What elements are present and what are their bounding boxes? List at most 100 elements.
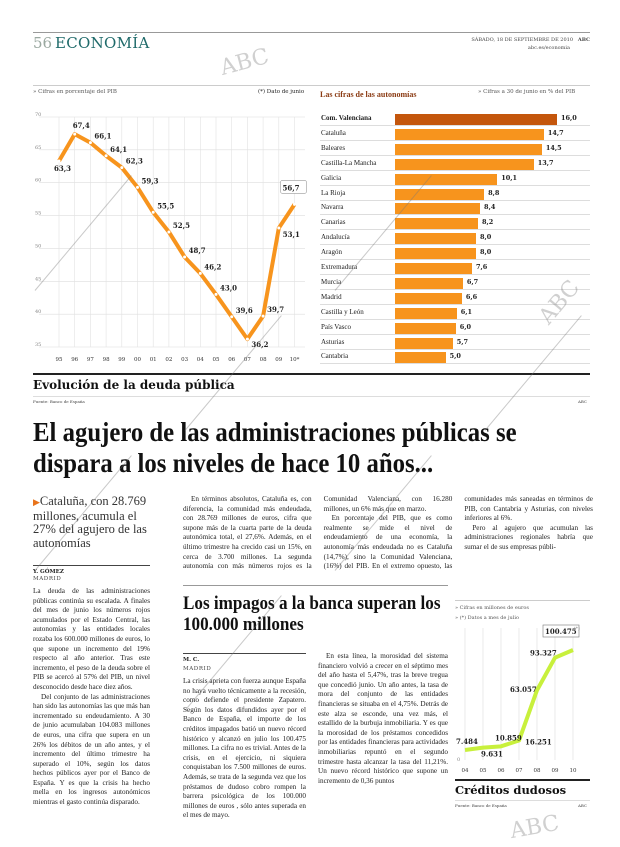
- y-tick-label: 55: [35, 211, 41, 217]
- bar-row: País Vasco 6,0: [320, 320, 590, 335]
- bar-row: Extremadura 7,6: [320, 260, 590, 275]
- x-tick-label: 06: [228, 357, 235, 363]
- bar-value: 8,4: [484, 203, 496, 212]
- data-point: [73, 132, 77, 136]
- y-tick-label: 35: [35, 342, 41, 348]
- y-tick-label: 0: [457, 757, 460, 763]
- data-label: 63,3: [54, 164, 71, 173]
- paragraph: Pero al agujero que acumulan las adminis…: [464, 523, 593, 551]
- data-label: 16.251: [525, 738, 552, 747]
- bar-value: 5,0: [449, 352, 461, 361]
- article1-col1: La deuda de las administraciones pública…: [33, 587, 150, 808]
- bar-row: Madrid 6,6: [320, 290, 590, 305]
- bar-value: 14,7: [547, 128, 564, 137]
- subhead-text: Cataluña, con 28.769 millones, acumula e…: [33, 494, 147, 550]
- bar-label: Murcia: [321, 277, 342, 286]
- data-label: 62,3: [126, 157, 143, 166]
- bar: [395, 233, 476, 245]
- debt-line-chart: 70 65 60 55 50 45 40 35 95 96 97 98 99 00 01 02 03 04 05 06…: [35, 112, 307, 363]
- credit-line: [464, 648, 574, 752]
- bar: [395, 248, 476, 260]
- bar-row: Aragón 8,0: [320, 245, 590, 261]
- paragraph: Del conjunto de las administraciones han…: [33, 692, 150, 807]
- data-point: [245, 337, 249, 341]
- data-point: [277, 226, 281, 230]
- credit-chart-title: Créditos dudosos: [455, 783, 567, 797]
- bar-value: 6,1: [460, 307, 473, 316]
- bar-value: 7,6: [475, 263, 488, 271]
- data-point: [198, 271, 202, 275]
- bar-value: 8,0: [480, 248, 492, 257]
- bar-label: Extremadura: [321, 263, 358, 271]
- bar: [395, 128, 544, 140]
- debt-chart-subtitle: » Cifras en porcentaje del PIB: [33, 89, 117, 95]
- bar: [395, 173, 498, 185]
- bar-value: 8,0: [480, 233, 492, 242]
- data-label: 39,7: [267, 305, 284, 314]
- x-tick-label: 97: [87, 357, 94, 363]
- y-tick-label: 60: [35, 178, 41, 184]
- x-tick-label: 07: [516, 768, 523, 774]
- x-tick-label: 05: [213, 357, 220, 363]
- x-tick-label: 98: [103, 357, 110, 363]
- data-point: [120, 166, 124, 170]
- section-title: ECONOMÍA: [55, 34, 150, 52]
- bar-label: Cantabria: [321, 352, 349, 361]
- watermark-logo: ABC: [217, 44, 272, 81]
- credit-chart-source: Fuente: Banco de España: [455, 803, 507, 808]
- credit-note-units: » Cifras en millones de euros: [455, 605, 529, 611]
- article2-col2: En esta línea, la morosidad del sistema …: [318, 652, 448, 842]
- bar: [395, 322, 456, 334]
- web-link[interactable]: abc.es/economia: [527, 45, 570, 51]
- debt-chart-note: (*) Dato de junio: [258, 89, 305, 95]
- footnote-marker: (*): [574, 625, 580, 632]
- bar-label: Andalucía: [321, 233, 350, 242]
- debt-chart-source: Fuente: Banco de España: [33, 399, 85, 404]
- x-tick-label: 10: [570, 768, 577, 774]
- x-tick-label: 08: [260, 357, 267, 363]
- data-point: [293, 202, 296, 206]
- data-label: 67,4: [73, 121, 90, 130]
- data-point: [230, 315, 234, 319]
- dateline: MADRID: [183, 666, 212, 672]
- value-callout-box: [542, 624, 580, 638]
- bar-row: Asturias 5,7: [320, 335, 590, 350]
- article1-cols: En términos absolutos, Cataluña es, con …: [183, 495, 593, 582]
- bar-row: Murcia 6,7: [320, 275, 590, 290]
- paragraph: La crisis aprieta con fuerza aunque Espa…: [183, 677, 306, 820]
- bar-label: Asturias: [321, 337, 345, 346]
- bar-label: Aragón: [321, 248, 342, 257]
- bar: [395, 203, 481, 215]
- x-tick-label: 96: [71, 357, 78, 363]
- x-tick-label: 09: [552, 768, 559, 774]
- data-label: 93.327: [530, 649, 557, 658]
- bar-value: 6,0: [459, 322, 472, 331]
- bar: [395, 263, 472, 274]
- bar: [395, 188, 485, 200]
- data-label: 63.057: [510, 685, 537, 694]
- chart-brand: ABC: [578, 399, 587, 404]
- paragraph: La deuda de las administraciones pública…: [33, 587, 150, 691]
- data-label: 43,0: [220, 283, 237, 292]
- bar: [395, 158, 534, 170]
- page-number: 56: [33, 34, 53, 52]
- watermark-logo: ABC: [508, 810, 562, 845]
- regions-chart-subtitle: » Cifras a 30 de junio en % del PIB: [478, 89, 576, 95]
- data-point: [136, 185, 139, 189]
- bar-label: Madrid: [321, 292, 342, 301]
- y-tick-label: 70: [35, 112, 41, 118]
- brand: ABC: [577, 37, 590, 43]
- bar-row: Galicia 10,1: [320, 171, 590, 186]
- y-tick-label: 50: [35, 243, 41, 249]
- bar-value: 13,7: [537, 158, 554, 167]
- y-tick-label: 45: [35, 276, 41, 282]
- bar-row: Andalucía 8,0: [320, 230, 590, 246]
- data-point: [88, 141, 92, 145]
- data-label: 36,2: [251, 340, 268, 349]
- article2-col1: La crisis aprieta con fuerza aunque Espa…: [183, 677, 306, 831]
- data-point: [57, 159, 61, 163]
- data-label: 9.631: [481, 750, 503, 759]
- issue-date: SÁBADO, 18 DE SEPTIEMBRE DE 2010 ABC abc…: [470, 36, 590, 52]
- bar-value: 14,5: [545, 143, 562, 152]
